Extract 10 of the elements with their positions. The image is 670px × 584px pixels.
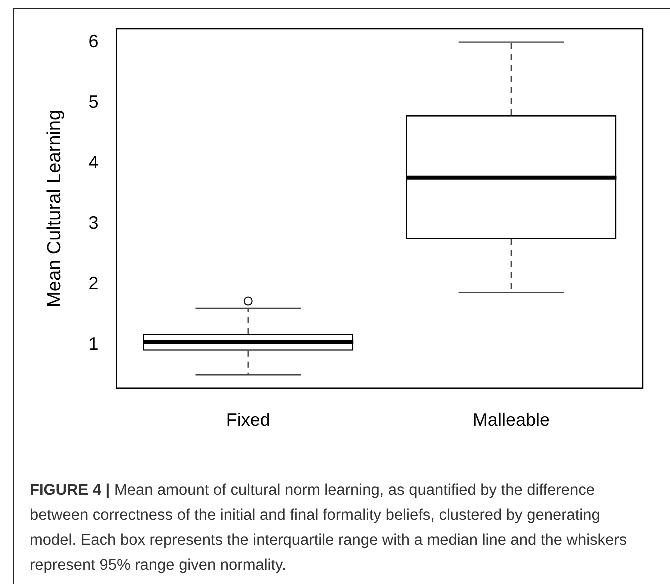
y-tick-label: 6 [88,31,99,52]
y-tick-label: 4 [88,152,99,172]
y-tick-label: 1 [88,334,99,354]
caption: FIGURE 4 | Mean amount of cultural norm learning, as quantified by the difference between correctness of the initial and final formality beliefs, clustered by generating model. Each box represents the interquartile range with a median line and the whiskers represent 95% range given normality. [30,481,628,576]
x-tick-label: Fixed [226,410,270,430]
y-tick-label: 3 [88,212,99,233]
y-axis-title: Mean Cultural Learning [44,110,66,308]
y-tick-label: 2 [88,273,99,294]
y-tick-label: 5 [88,92,99,112]
x-tick-label: Malleable [472,410,550,430]
